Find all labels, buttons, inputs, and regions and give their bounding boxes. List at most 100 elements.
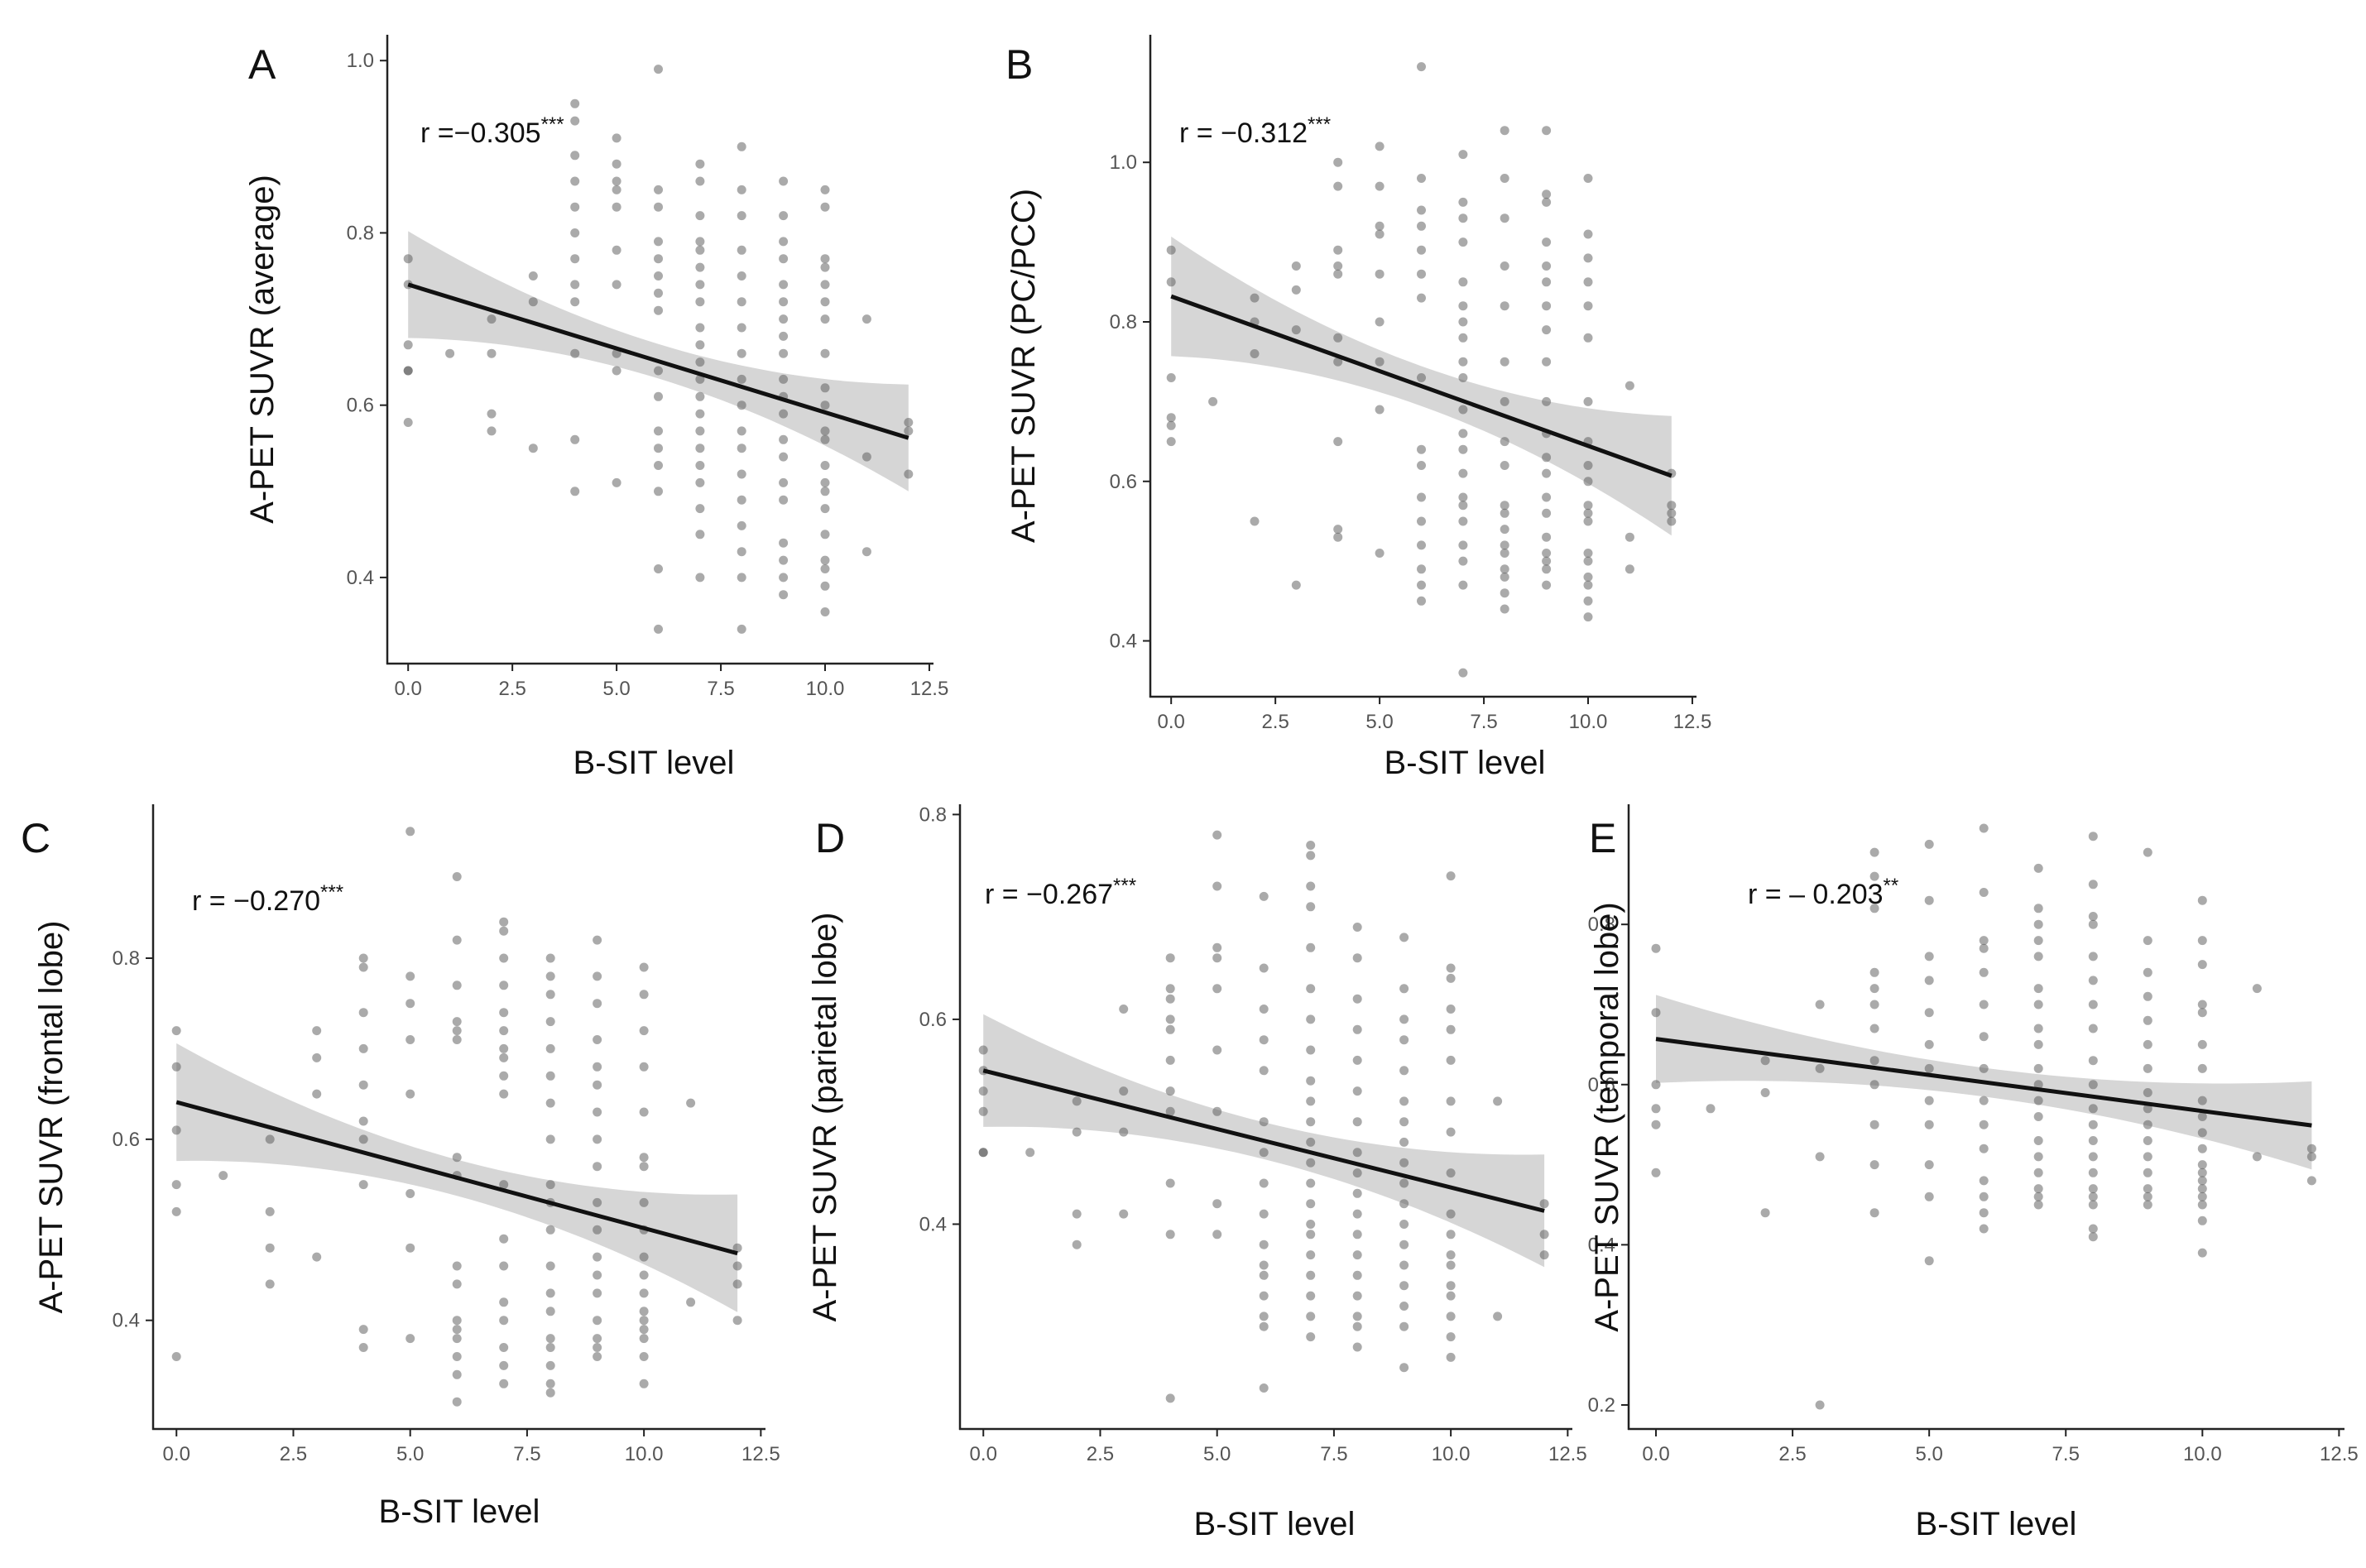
data-point (737, 495, 746, 505)
data-point (1250, 349, 1260, 358)
data-point (1500, 213, 1509, 223)
data-point (1333, 525, 1343, 535)
data-point (1869, 1024, 1879, 1033)
data-point (452, 1261, 462, 1271)
data-point (1493, 1096, 1503, 1106)
data-point (1333, 245, 1343, 255)
data-point (1493, 1311, 1503, 1321)
x-axis-title: B-SIT level (1916, 1506, 2077, 1542)
data-point (1208, 396, 1218, 406)
data-point (2252, 984, 2262, 994)
significance-stars: *** (1113, 875, 1136, 897)
data-point (1500, 604, 1509, 614)
data-point (1869, 967, 1879, 977)
data-point (1500, 301, 1509, 311)
data-point (452, 1026, 462, 1036)
data-point (612, 176, 621, 186)
data-point (2143, 1136, 2152, 1145)
data-point (779, 555, 789, 565)
data-point (779, 452, 789, 462)
y-tick-label: 0.8 (113, 947, 140, 970)
data-point (1119, 1127, 1129, 1137)
data-point (2197, 1176, 2207, 1186)
data-point (1869, 847, 1879, 857)
data-point (654, 564, 663, 573)
data-point (1352, 1086, 1362, 1096)
data-point (570, 434, 580, 444)
data-point (1500, 588, 1509, 598)
data-point (1446, 1096, 1456, 1106)
data-point (1259, 1321, 1269, 1331)
data-point (2088, 1136, 2098, 1145)
data-point (695, 211, 705, 221)
data-point (1399, 1302, 1409, 1311)
data-point (2088, 1200, 2098, 1210)
data-point (312, 1252, 322, 1262)
data-point (779, 280, 789, 290)
data-point (1760, 1088, 1770, 1097)
data-point (1375, 181, 1385, 191)
data-point (545, 1134, 555, 1144)
data-point (1417, 540, 1426, 550)
data-point (2143, 847, 2152, 857)
data-point (1259, 1240, 1269, 1249)
data-point (1500, 261, 1509, 271)
data-point (545, 1307, 555, 1316)
data-point (654, 624, 663, 634)
data-point (1399, 933, 1409, 942)
data-point (499, 1297, 509, 1307)
data-point (487, 314, 497, 324)
x-tick-label: 12.5 (1548, 1443, 1587, 1465)
data-point (779, 495, 789, 505)
data-point (1166, 437, 1176, 447)
data-point (1458, 580, 1468, 590)
y-axis-title: A-PET SUVR (PC/PCC) (1005, 189, 1042, 543)
y-tick-label: 0.6 (1110, 471, 1137, 493)
x-axis-title: B-SIT level (379, 1494, 540, 1530)
panel-letter: A (248, 41, 276, 88)
data-point (1500, 357, 1509, 367)
data-point (570, 228, 580, 237)
data-point (1651, 1080, 1661, 1090)
data-point (499, 926, 509, 936)
data-point (1583, 301, 1593, 311)
data-point (1306, 851, 1316, 861)
data-point (1352, 923, 1362, 932)
data-point (1375, 317, 1385, 327)
correlation-annotation: r =−0.305*** (420, 113, 564, 149)
data-point (1924, 952, 1934, 961)
data-point (487, 409, 497, 419)
panel-letter: E (1589, 815, 1616, 861)
data-point (452, 935, 462, 945)
y-tick-label: 1.0 (1110, 151, 1137, 174)
data-point (1924, 976, 1934, 985)
data-point (1542, 453, 1552, 463)
correlation-annotation: r = – 0.203** (1748, 875, 1898, 910)
data-point (2088, 1232, 2098, 1242)
data-point (2197, 1039, 2207, 1049)
y-tick-label: 0.8 (919, 803, 947, 826)
data-point (654, 366, 663, 376)
data-point (1706, 1104, 1716, 1114)
data-point (499, 1053, 509, 1062)
data-point (1072, 1240, 1082, 1249)
data-point (1306, 942, 1316, 952)
data-point (1458, 213, 1468, 223)
data-point (737, 245, 746, 255)
data-point (171, 1026, 181, 1036)
data-point (1399, 1178, 1409, 1188)
data-point (1458, 516, 1468, 526)
data-point (1583, 174, 1593, 183)
data-point (265, 1134, 275, 1144)
data-point (2197, 936, 2207, 946)
data-point (639, 1252, 649, 1262)
data-point (2088, 919, 2098, 929)
data-point (1869, 1000, 1879, 1009)
data-point (2143, 967, 2152, 977)
x-tick-label: 2.5 (498, 678, 526, 700)
data-point (1651, 1168, 1661, 1177)
data-point (904, 426, 914, 436)
data-point (612, 477, 621, 487)
data-point (1399, 984, 1409, 994)
x-tick-label: 12.5 (2320, 1443, 2359, 1465)
